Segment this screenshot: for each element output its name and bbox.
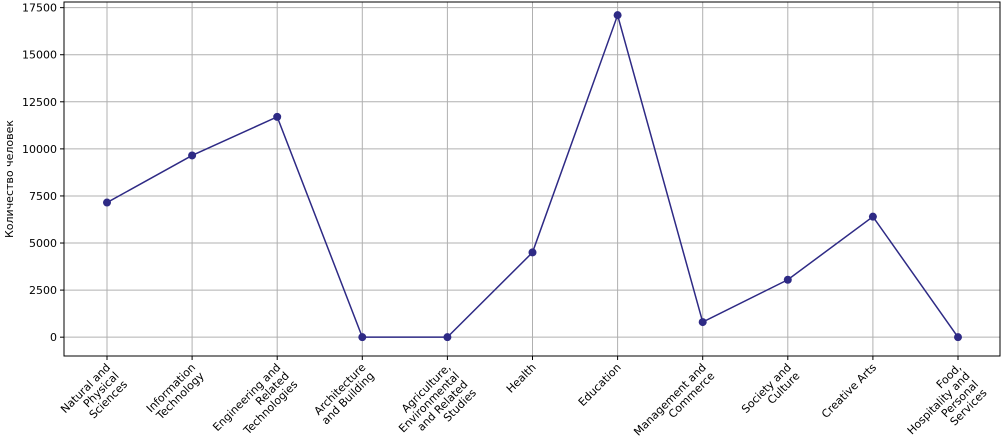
series-line [103, 11, 962, 342]
data-point [528, 248, 537, 257]
y-tick-label: 12500 [22, 96, 57, 109]
x-tick-label: Education [576, 361, 624, 409]
y-tick-label: 2500 [29, 284, 57, 297]
y-tick-label: 7500 [29, 190, 57, 203]
x-tick-label: Architectureand Building [311, 361, 378, 428]
y-axis-label: Количество человек [3, 120, 16, 238]
x-axis-ticks: Natural andPhysicalSciences InformationTe… [58, 356, 990, 448]
x-tick-label: Management andCommerce [631, 361, 717, 447]
grid [64, 2, 1000, 356]
x-tick-label: Society andCulture [739, 361, 803, 425]
x-tick-label: Agriculture,Environmentaland RelatedStud… [388, 361, 479, 448]
data-point [103, 198, 111, 207]
data-point [273, 112, 282, 121]
y-tick-label: 5000 [29, 237, 57, 250]
data-point [783, 275, 792, 284]
data-point [358, 333, 367, 342]
data-point [188, 151, 197, 160]
data-point [698, 318, 707, 327]
x-tick-label: Food,Hospitality andPersonalServices [896, 361, 989, 448]
data-point [954, 333, 962, 342]
data-point [868, 212, 877, 221]
data-point [613, 11, 622, 20]
x-tick-label: InformationTechnology [144, 361, 207, 424]
y-tick-label: 15000 [22, 49, 57, 62]
x-tick-label: Engineering andRelatedTechnologies [210, 361, 300, 448]
y-axis-ticks: 0 2500 5000 7500 10000 12500 15000 17500 [22, 2, 64, 344]
y-tick-label: 10000 [22, 143, 57, 156]
data-point [443, 333, 452, 342]
y-tick-label: 17500 [22, 2, 57, 15]
x-tick-label: Creative Arts [819, 361, 879, 421]
y-tick-label: 0 [50, 331, 57, 344]
x-tick-label: Health [504, 361, 539, 396]
x-tick-label: Natural andPhysicalSciences [58, 361, 130, 433]
